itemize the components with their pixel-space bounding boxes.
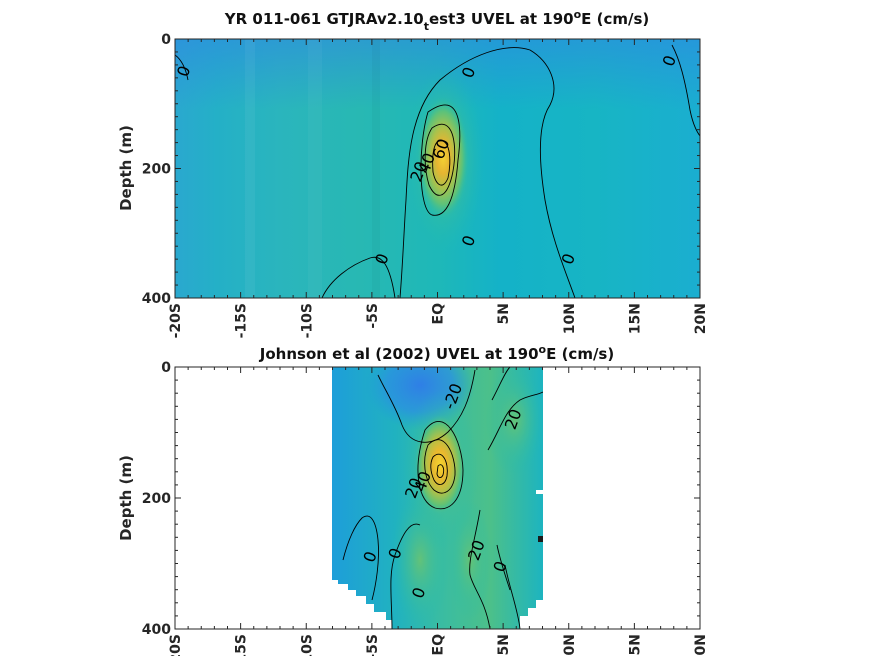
- bottom-y-tick-label: 200: [142, 491, 171, 507]
- bottom-contours: [342, 367, 543, 629]
- top-x-tick-label: 15N: [627, 303, 643, 334]
- top-y-tick-label: 400: [142, 291, 171, 307]
- bottom-x-tick-label: 10N: [562, 634, 578, 656]
- bottom-x-tick-label: 20N: [693, 634, 709, 656]
- bottom-x-tick-label: -15S: [234, 634, 250, 656]
- top-x-tick-label: 10N: [562, 303, 578, 334]
- bottom-y-tick-label: 400: [142, 622, 171, 638]
- top-x-tick-label: -20S: [168, 303, 184, 338]
- top-x-tick-label: 5N: [496, 303, 512, 324]
- top-x-tick-label: 20N: [693, 303, 709, 334]
- top-y-tick-label: 0: [161, 32, 171, 48]
- top-axes: -20S -15S -10S -5S EQ 5N 10N 15N 20N 0 200 400: [142, 32, 709, 338]
- top-y-axis-label: Depth (m): [117, 125, 135, 211]
- top-x-tick-label: -15S: [234, 303, 250, 338]
- bottom-x-tick-label: 5N: [496, 634, 512, 655]
- bottom-data-edge: [332, 490, 543, 629]
- bottom-x-tick-label: -5S: [365, 634, 381, 656]
- bottom-y-axis-label: Depth (m): [117, 455, 135, 541]
- bottom-x-tick-label: EQ: [431, 634, 447, 656]
- top-x-tick-label: -5S: [365, 303, 381, 329]
- bottom-y-tick-label: 0: [161, 360, 171, 376]
- top-contours: [175, 44, 700, 298]
- top-x-tick-label: -10S: [299, 303, 315, 338]
- bottom-x-tick-label: -10S: [299, 634, 315, 656]
- top-heatmap: [175, 39, 700, 298]
- top-x-tick-label: EQ: [431, 303, 447, 325]
- top-y-tick-label: 200: [142, 162, 171, 178]
- bottom-x-tick-label: -20S: [168, 634, 184, 656]
- bottom-x-tick-label: 15N: [627, 634, 643, 656]
- bottom-heatmap: [332, 367, 543, 629]
- bottom-chart-title: Johnson et al (2002) UVEL at 190oE (cm/s…: [259, 343, 614, 363]
- bottom-axes: -20S -15S -10S -5S EQ 5N 10N 15N 20N 0 200 400: [142, 360, 709, 656]
- top-chart-title: YR 011-061 GTJRAv2.10test3 UVEL at 190oE…: [224, 8, 650, 33]
